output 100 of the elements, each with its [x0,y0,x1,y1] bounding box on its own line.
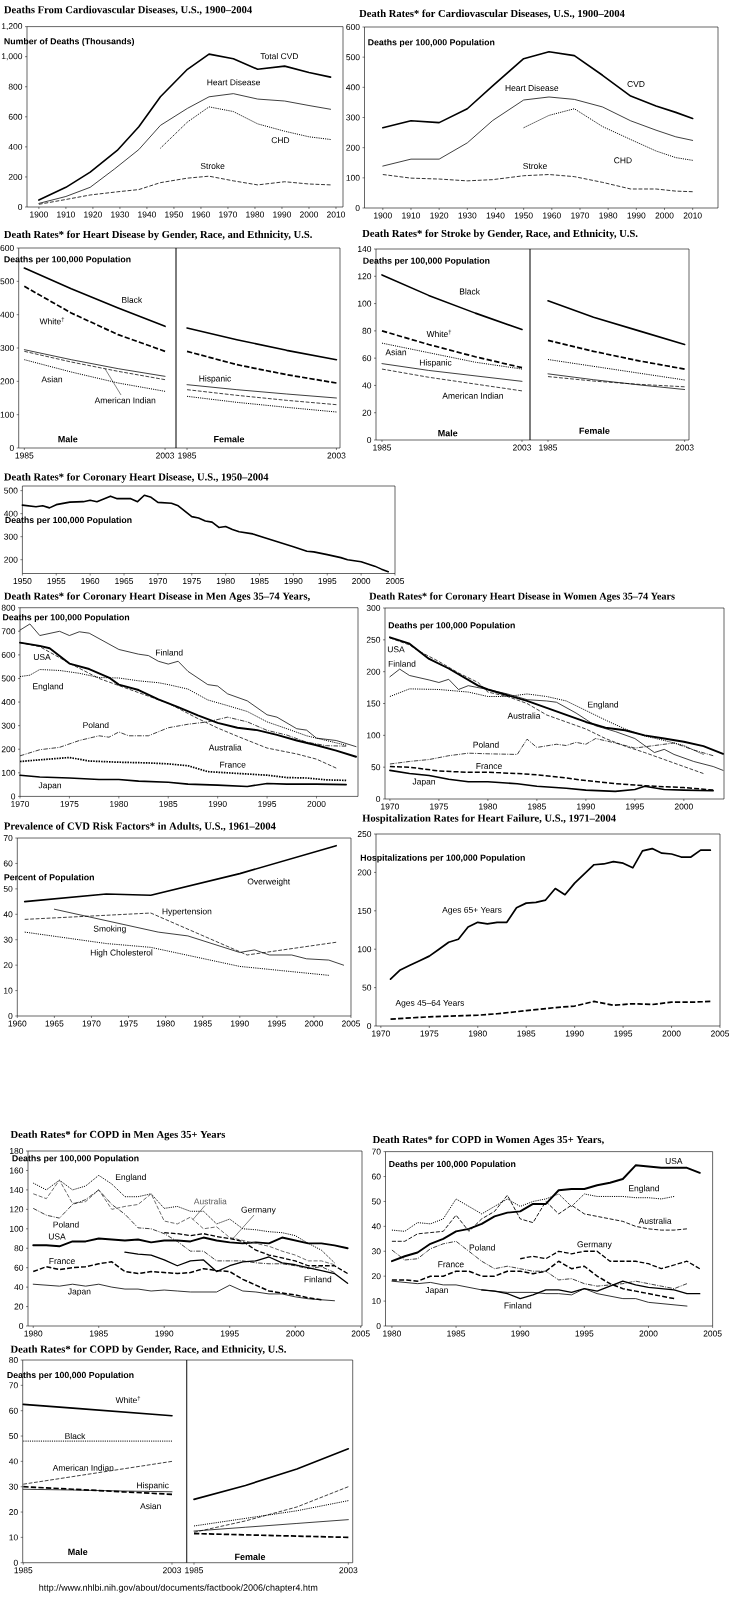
series-label: High Cholesterol [90,949,153,958]
x-tick-label: 1960 [192,211,211,218]
x-tick-label: 1985 [178,452,197,459]
series-label: Black [65,1432,86,1440]
y-tick-label: 140 [9,1186,24,1193]
y-tick-label: 40 [362,382,372,389]
x-tick-label: 1990 [577,803,595,810]
series-label: Australia [638,1217,672,1224]
x-tick-label: 1975 [60,800,79,807]
x-tick-label: 1980 [110,800,128,807]
y-tick-label: 400 [346,84,360,91]
x-tick-label: 1930 [458,212,477,219]
chart-title: Deaths From Cardiovascular Diseases, U.S., 1900–2004 [4,5,252,15]
annotation: Male [58,435,78,443]
series-label: Hispanic [199,375,232,384]
series-label: Hypertension [162,908,212,917]
legend-label: USA [387,646,405,653]
x-tick-label: 1970 [82,1020,101,1027]
x-tick-label: 1985 [185,1567,204,1574]
x-tick-label: 1955 [47,578,66,585]
series-label: Asian [385,348,407,356]
x-tick-label: 1990 [627,212,646,219]
y-axis-title: Deaths per 100,000 Population [368,38,495,48]
series-label: Japan [67,1288,91,1297]
x-tick-label: 1970 [381,803,399,810]
x-tick-label: 2005 [342,1020,361,1027]
y-tick-label: 300 [4,533,18,540]
x-tick-label: 1980 [383,1330,401,1337]
series-label: CVD [627,81,645,87]
x-tick-label: 1975 [119,1020,138,1027]
y-tick-label: 200 [366,668,381,675]
x-tick-label: 1995 [614,1030,633,1037]
y-tick-label: 100 [346,174,360,181]
series-label: Black [459,288,480,295]
y-tick-label: 100 [358,300,372,307]
x-tick-label: 1950 [13,578,32,585]
y-tick-label: 600 [1,651,16,658]
y-axis-title: Deaths per 100,000 Population [389,1160,516,1169]
y-tick-label: 100 [9,1225,24,1232]
y-tick-label: 70 [372,1148,381,1155]
y-tick-label: 200 [357,869,372,876]
series-label: France [438,1261,464,1268]
x-tick-label: 1900 [30,211,48,218]
x-tick-label: 2003 [675,444,694,451]
y-axis-title: Deaths per 100,000 Population [388,621,515,631]
x-tick-label: 1990 [273,211,292,218]
series-label: Asian [41,376,63,383]
x-tick-label: 1965 [45,1020,64,1027]
x-tick-label: 1985 [373,444,392,451]
chart-title: Death Rates* for Coronary Heart Disease in Men Ages 35–74 Years, [4,592,310,602]
x-tick-label: 1985 [447,1330,466,1337]
y-tick-label: 400 [3,510,18,517]
annotation: Male [68,1548,88,1556]
y-tick-label: 60 [362,355,372,362]
y-tick-label: 50 [371,764,381,771]
y-tick-label: 0 [19,1323,24,1330]
y-tick-label: 0 [8,1013,13,1020]
x-tick-label: 1960 [8,1020,27,1027]
x-tick-label: 1980 [599,212,618,219]
x-tick-label: 2003 [156,452,175,459]
y-tick-label: 20 [14,1303,24,1310]
x-tick-label: 1960 [543,212,561,219]
y-tick-label: 150 [367,700,381,707]
y-tick-label: 80 [9,1357,18,1364]
y-axis-title: Deaths per 100,000 Population [12,1154,139,1164]
x-tick-label: 2000 [639,1330,658,1337]
y-tick-label: 150 [358,907,372,914]
series-label: American Indian [52,1464,114,1471]
x-tick-label: 1950 [514,212,533,219]
x-tick-label: 1960 [81,578,100,585]
series-label: Poland [473,741,499,748]
x-tick-label: 2000 [662,1030,681,1037]
y-tick-label: 800 [1,604,16,611]
series-label: Australia [507,712,541,719]
x-tick-label: 1990 [208,800,227,807]
x-tick-label: 2000 [304,1020,323,1027]
y-tick-label: 100 [367,732,381,739]
series-label: Australia [208,744,242,751]
x-tick-label: 1980 [216,578,235,585]
y-tick-label: 0 [9,445,14,451]
y-axis-title: Deaths per 100,000 Population [363,257,490,266]
series-label: Hispanic [419,359,452,368]
y-tick-label: 250 [357,831,372,838]
x-tick-label: 1970 [219,211,238,218]
y-tick-label: 0 [355,205,360,211]
series-label: USA [665,1158,683,1165]
chart-title: Death Rates* for Coronary Heart Disease in Women Ages 35–74 Years [369,592,675,602]
x-tick-label: 1985 [14,1567,33,1574]
series-label: Finland [156,649,183,656]
y-tick-label: 500 [346,54,360,61]
y-tick-label: 20 [371,1273,381,1280]
y-tick-label: 250 [366,636,381,643]
x-tick-label: 1995 [258,800,277,807]
series-label: Total CVD [260,52,299,60]
x-tick-label: 1930 [111,211,129,218]
series-label: Ages 45–64 Years [395,999,465,1008]
legend-label: USA [33,654,51,661]
y-tick-label: 20 [362,409,372,416]
y-tick-label: 140 [358,246,372,252]
x-tick-label: 2005 [711,1030,730,1037]
